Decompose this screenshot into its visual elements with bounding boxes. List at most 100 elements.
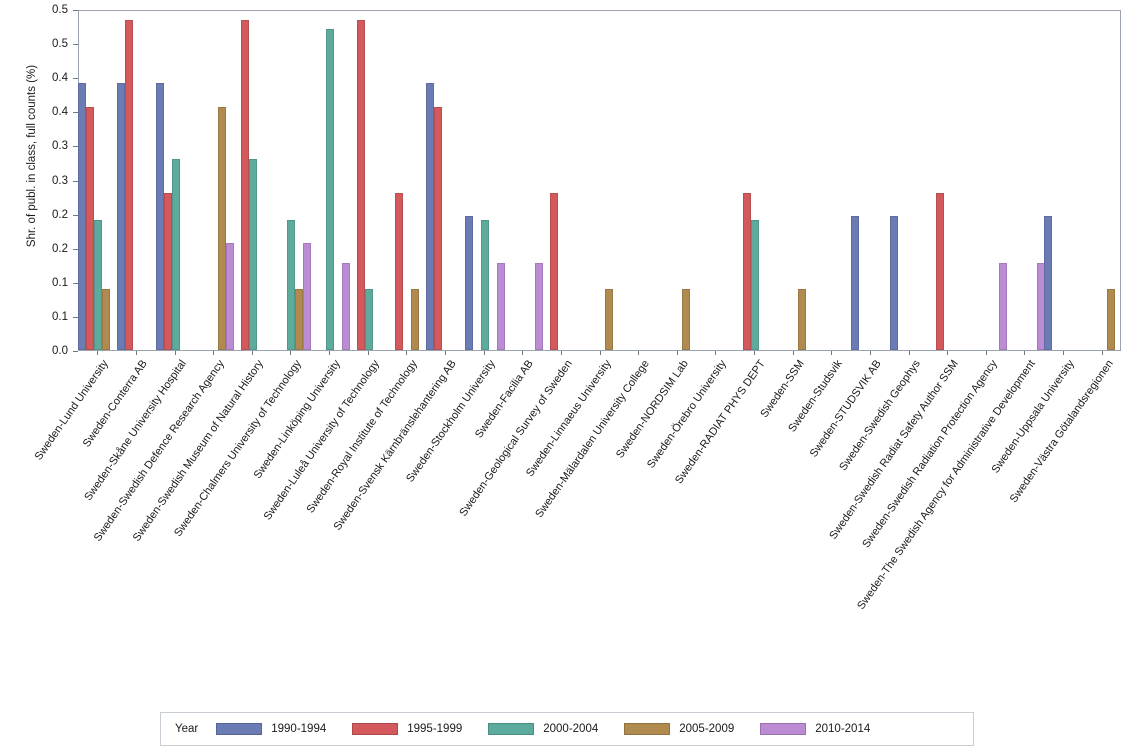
legend-label: 1995-1999 xyxy=(407,723,463,735)
bar xyxy=(480,219,489,350)
bar xyxy=(1106,289,1115,350)
bars-container xyxy=(78,11,1120,350)
y-axis-tick-mark xyxy=(73,316,78,318)
bar xyxy=(743,193,752,350)
x-axis-tick-mark xyxy=(1101,351,1103,355)
y-axis-tick-mark xyxy=(73,248,78,250)
bar xyxy=(116,82,125,350)
bar xyxy=(535,262,544,350)
bar xyxy=(364,289,373,350)
legend-label: 2005-2009 xyxy=(679,723,735,735)
x-axis-tick-mark xyxy=(560,351,562,355)
legend-swatch xyxy=(760,723,807,735)
x-axis-tick-mark xyxy=(1024,351,1026,355)
legend-label: 2010-2014 xyxy=(815,723,871,735)
x-axis-tick-mark xyxy=(599,351,601,355)
legend-item[interactable]: 2000-2004 xyxy=(488,723,598,735)
y-axis-tick-mark xyxy=(73,214,78,216)
legend-item[interactable]: 2010-2014 xyxy=(760,723,870,735)
y-axis-tick-mark xyxy=(73,44,78,46)
y-axis-tick-label: 0.1 xyxy=(52,276,68,289)
bar xyxy=(287,219,296,350)
bar xyxy=(1044,216,1053,350)
x-axis-tick-mark xyxy=(908,351,910,355)
y-axis-tick-label: 0.2 xyxy=(52,208,68,221)
y-axis-tick-mark xyxy=(73,112,78,114)
y-axis-tick-label: 0.5 xyxy=(52,4,68,16)
bar xyxy=(171,159,180,350)
x-axis-tick-label: Sweden-The Swedish Agency for Administra… xyxy=(855,358,1039,612)
bar xyxy=(681,289,690,350)
plot-area xyxy=(78,10,1121,351)
bar xyxy=(850,216,859,350)
x-axis-tick-mark xyxy=(406,351,408,355)
bar xyxy=(226,242,235,350)
y-axis-tick-label: 0.3 xyxy=(52,140,68,153)
x-axis-tick-mark xyxy=(290,351,292,355)
y-axis-tick-label: 0.1 xyxy=(52,310,68,323)
legend: Year 1990-1994 1995-1999 2000-2004 2005-200… xyxy=(160,712,974,746)
bar xyxy=(998,262,1007,350)
bar xyxy=(433,106,442,350)
x-axis-tick-mark xyxy=(444,351,446,355)
x-axis-tick-mark xyxy=(985,351,987,355)
legend-swatch xyxy=(352,723,399,735)
y-axis-tick-label: 0.5 xyxy=(52,38,68,51)
bar xyxy=(356,19,365,350)
x-axis-tick-mark xyxy=(135,351,137,355)
legend-label: 1990-1994 xyxy=(271,723,327,735)
y-axis-tick-mark xyxy=(73,10,78,11)
x-axis-tick-mark xyxy=(367,351,369,355)
x-axis-tick-mark xyxy=(754,351,756,355)
legend-label: 2000-2004 xyxy=(543,723,599,735)
x-axis-tick-mark xyxy=(213,351,215,355)
bar xyxy=(163,193,172,350)
bar xyxy=(102,289,111,350)
x-axis-tick-mark xyxy=(831,351,833,355)
y-axis-tick-label: 0.2 xyxy=(52,242,68,255)
bar xyxy=(342,262,351,350)
bar xyxy=(240,19,249,350)
legend-item[interactable]: 2005-2009 xyxy=(624,723,734,735)
bar xyxy=(549,193,558,350)
x-axis-tick-mark xyxy=(676,351,678,355)
bar xyxy=(496,262,505,350)
bar xyxy=(395,193,404,350)
bar xyxy=(326,28,335,350)
x-axis-tick-mark xyxy=(483,351,485,355)
legend-swatch xyxy=(624,723,671,735)
x-axis-tick-mark xyxy=(329,351,331,355)
x-axis-tick-mark xyxy=(522,351,524,355)
bar xyxy=(936,193,945,350)
x-axis-tick-mark xyxy=(947,351,949,355)
x-axis-tick-mark xyxy=(715,351,717,355)
bar xyxy=(797,289,806,350)
y-axis-tick-mark xyxy=(73,146,78,148)
y-axis-tick-mark xyxy=(73,351,78,352)
legend-item[interactable]: 1995-1999 xyxy=(352,723,462,735)
y-axis-tick-mark xyxy=(73,78,78,80)
x-axis-tick-label: Sweden-Lund University xyxy=(32,358,112,463)
bar xyxy=(124,19,133,350)
y-axis-tick-label: 0.0 xyxy=(52,345,68,357)
legend-swatch xyxy=(488,723,535,735)
y-axis-tick-mark xyxy=(73,282,78,284)
x-axis-tick-mark xyxy=(638,351,640,355)
x-axis-tick-mark xyxy=(869,351,871,355)
bar xyxy=(155,82,164,350)
bar xyxy=(889,216,898,350)
bar xyxy=(425,82,434,350)
legend-swatch xyxy=(216,723,263,735)
bar xyxy=(248,159,257,350)
bar xyxy=(86,106,95,350)
bar xyxy=(295,289,304,350)
x-axis-tick-mark xyxy=(251,351,253,355)
bar xyxy=(751,219,760,350)
x-axis-tick-label: Sweden-NORDSIM Lab xyxy=(613,358,691,461)
x-axis-tick-mark xyxy=(174,351,176,355)
x-axis-tick-mark xyxy=(792,351,794,355)
y-axis-tick-label: 0.3 xyxy=(52,174,68,187)
legend-item[interactable]: 1990-1994 xyxy=(216,723,326,735)
x-axis-tick-mark xyxy=(1063,351,1065,355)
